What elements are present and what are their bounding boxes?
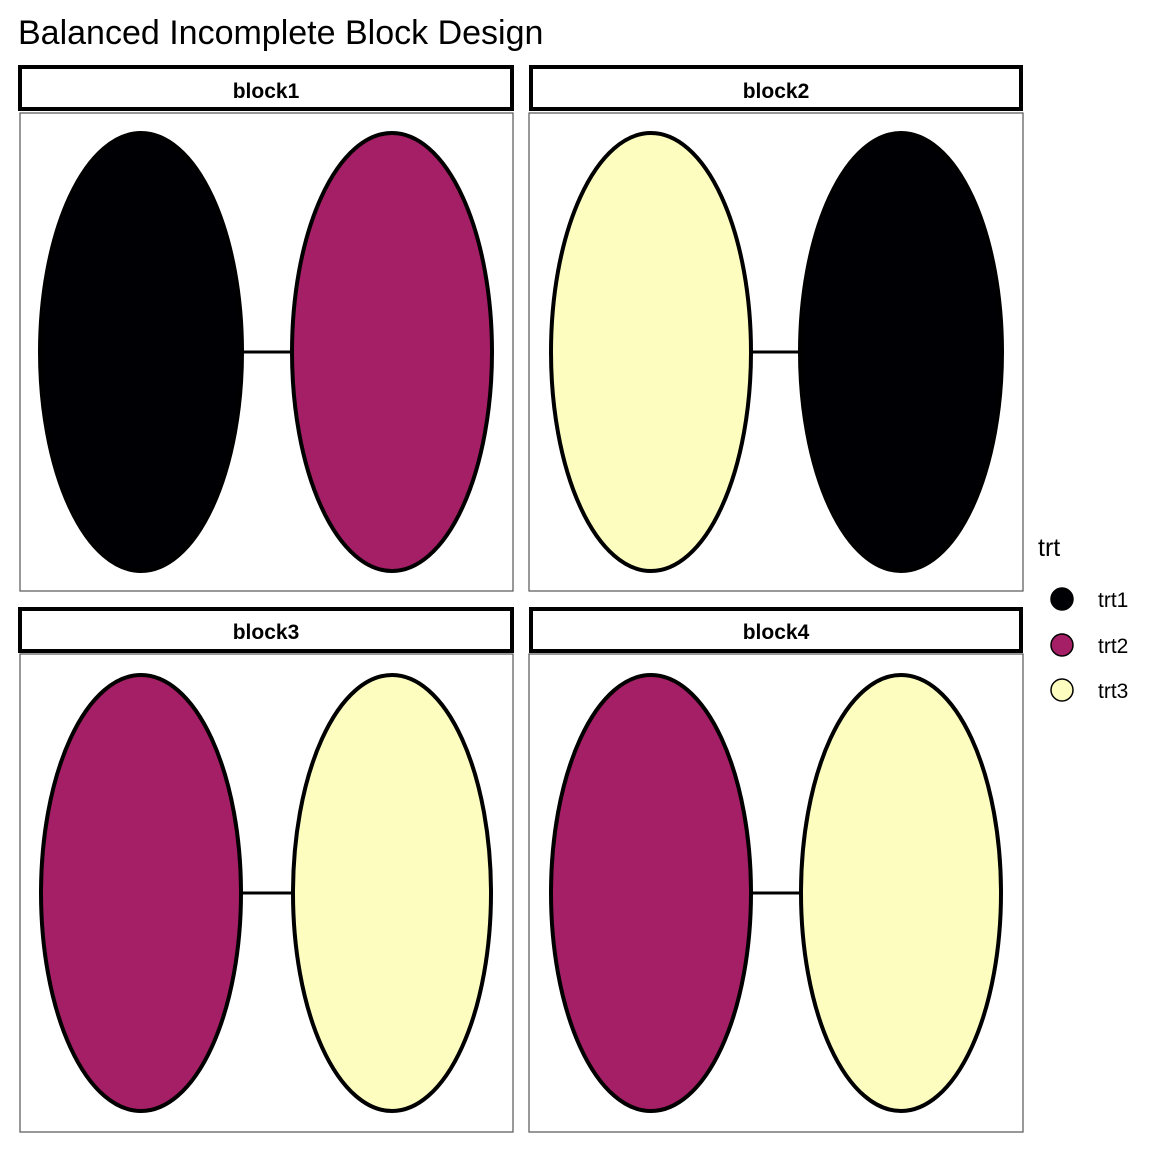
panel-block1: block1 <box>18 65 514 592</box>
diagram-title: Balanced Incomplete Block Design <box>18 14 543 52</box>
legend-key-trt3 <box>1050 678 1074 702</box>
unit-block2-1 <box>549 131 753 573</box>
unit-block4-2 <box>799 673 1003 1113</box>
legend-item-trt2: trt2 <box>1050 633 1128 658</box>
strip-label-block4: block4 <box>743 621 810 644</box>
strip-block2 <box>529 65 1023 111</box>
unit-block1-2 <box>290 131 494 573</box>
panel-block3: block3 <box>18 607 514 1133</box>
unit-block2-2 <box>798 131 1004 573</box>
legend-label-trt2: trt2 <box>1098 635 1128 658</box>
strip-label-block3: block3 <box>233 621 300 644</box>
legend-label-trt3: trt3 <box>1098 680 1128 703</box>
strip-block4 <box>529 607 1023 653</box>
panel-block4: block4 <box>528 607 1024 1133</box>
legend-item-trt3: trt3 <box>1050 678 1128 703</box>
unit-block4-1 <box>549 673 753 1113</box>
legend-key-trt1 <box>1050 587 1074 611</box>
strip-label-block2: block2 <box>743 80 810 103</box>
strip-block3 <box>18 607 514 653</box>
panel-block2: block2 <box>528 65 1024 592</box>
unit-block1-1 <box>38 131 244 573</box>
unit-block3-1 <box>39 673 243 1113</box>
unit-block3-2 <box>291 673 493 1113</box>
legend-key-trt2 <box>1050 633 1074 657</box>
legend-title: trt <box>1038 534 1060 562</box>
strip-block1 <box>18 65 514 111</box>
legend-label-trt1: trt1 <box>1098 589 1128 612</box>
legend-item-trt1: trt1 <box>1050 587 1128 612</box>
legend: trt trt1 trt2 trt3 <box>1038 534 1128 703</box>
strip-label-block1: block1 <box>233 80 300 103</box>
